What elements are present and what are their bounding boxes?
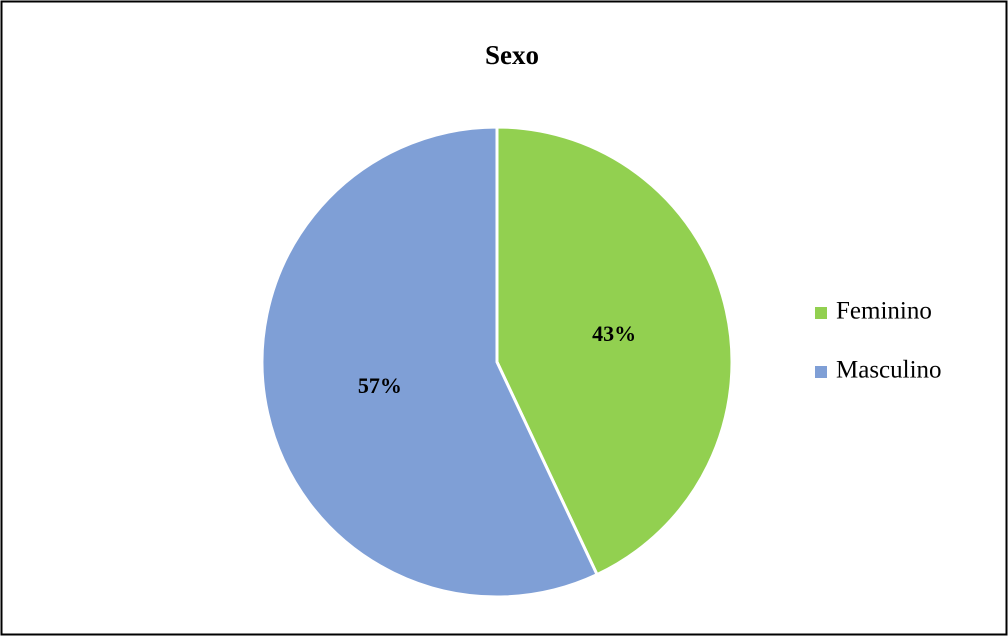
legend-label: Masculino bbox=[836, 357, 942, 384]
chart-title: Sexo bbox=[485, 40, 539, 70]
pie-slice bbox=[260, 125, 600, 599]
pie-slice bbox=[495, 125, 734, 577]
legend-swatch bbox=[815, 307, 827, 319]
data-label: 57% bbox=[358, 373, 402, 398]
legend-label: Feminino bbox=[836, 298, 932, 325]
legend-swatch bbox=[815, 366, 827, 378]
data-label: 43% bbox=[592, 321, 636, 346]
